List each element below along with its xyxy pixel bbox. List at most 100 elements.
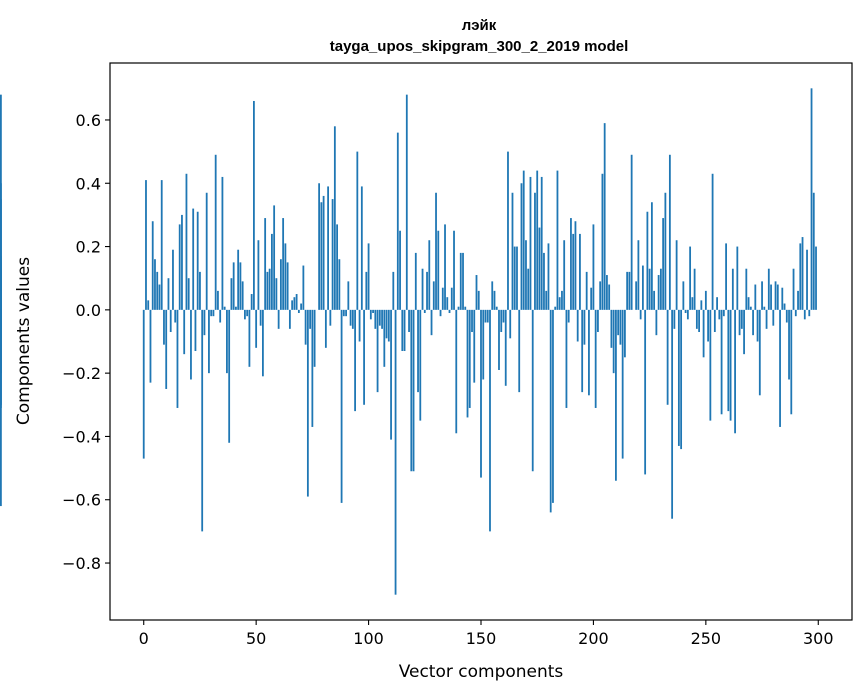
bar (475, 275, 478, 310)
y-tick-label: 0.2 (76, 238, 101, 257)
bar (536, 170, 539, 310)
bar (297, 309, 300, 314)
bar (765, 309, 768, 329)
bar (444, 224, 446, 310)
bar (426, 271, 428, 310)
bar (534, 192, 536, 310)
bar (246, 309, 249, 317)
bar (720, 309, 723, 415)
y-tick-label: −0.8 (62, 554, 101, 573)
bar (585, 271, 588, 310)
bar (513, 246, 516, 310)
bar (360, 186, 363, 310)
bar (354, 309, 356, 412)
x-tick-label: 150 (466, 629, 497, 648)
bar (747, 297, 750, 310)
bar (704, 290, 707, 310)
bar (799, 243, 802, 310)
bar (641, 265, 644, 310)
bar (772, 309, 775, 326)
bar (756, 309, 759, 342)
bar (525, 240, 527, 310)
bar (812, 192, 815, 310)
bar (201, 309, 204, 532)
bar (428, 240, 431, 310)
bar (0, 183, 2, 310)
bar (601, 173, 604, 310)
bar (363, 309, 365, 405)
bar (156, 271, 159, 310)
bar (151, 221, 154, 310)
bar (531, 309, 534, 472)
bar (489, 309, 491, 532)
bar (270, 233, 273, 310)
y-axis-ticks: −0.8 −0.6 −0.4 −0.2 0.0 0.2 0.4 0.6 (62, 111, 110, 573)
bar (419, 309, 422, 421)
bar (181, 214, 183, 310)
bar (412, 309, 415, 472)
bar (199, 271, 201, 310)
bar (565, 309, 568, 408)
bar (722, 309, 725, 317)
bar (797, 290, 799, 310)
bar (329, 309, 332, 326)
y-tick-label: −0.6 (62, 491, 101, 510)
bar (165, 309, 168, 389)
y-tick-label: −0.4 (62, 427, 101, 446)
bar (421, 268, 424, 310)
bar (624, 309, 626, 358)
bar (482, 309, 485, 380)
bar (147, 300, 150, 310)
bar (264, 218, 267, 310)
bar (158, 284, 161, 310)
bar (291, 300, 294, 310)
bar (484, 309, 487, 323)
bar (399, 230, 401, 310)
bar (185, 173, 188, 310)
bar (686, 309, 689, 320)
bar (615, 309, 617, 481)
bar (713, 309, 716, 332)
bar (736, 246, 739, 310)
bar (372, 309, 374, 314)
bar (273, 205, 276, 310)
bar (650, 202, 653, 310)
bar (785, 309, 788, 323)
bar (221, 176, 224, 310)
bar (727, 309, 730, 412)
bar (695, 309, 698, 329)
bar (174, 309, 177, 323)
bar (286, 262, 289, 310)
bar (163, 309, 165, 345)
bar (511, 192, 514, 310)
bar (464, 306, 467, 310)
bar (253, 100, 255, 310)
chart-subtitle: tayga_upos_skipgram_300_2_2019 model (330, 38, 629, 55)
bar (495, 306, 498, 310)
x-tick-label: 250 (691, 629, 722, 648)
bar (554, 306, 557, 310)
bar (405, 94, 408, 310)
bar (808, 309, 811, 317)
bar (351, 309, 354, 329)
bar (689, 246, 692, 310)
bar (145, 180, 147, 310)
bar (527, 268, 530, 310)
bar (390, 309, 392, 440)
bar (381, 309, 383, 329)
x-tick-label: 0 (139, 629, 149, 648)
bar (567, 309, 570, 323)
bar (698, 309, 700, 332)
bar (279, 259, 282, 310)
bar (322, 195, 325, 310)
bar (275, 278, 278, 310)
bar (217, 290, 219, 310)
bar (637, 240, 640, 310)
bar (803, 309, 806, 320)
bar (241, 281, 244, 310)
bar (668, 154, 671, 310)
bar (486, 309, 489, 323)
bar (154, 259, 156, 310)
bar (284, 243, 287, 310)
bar (248, 309, 251, 367)
